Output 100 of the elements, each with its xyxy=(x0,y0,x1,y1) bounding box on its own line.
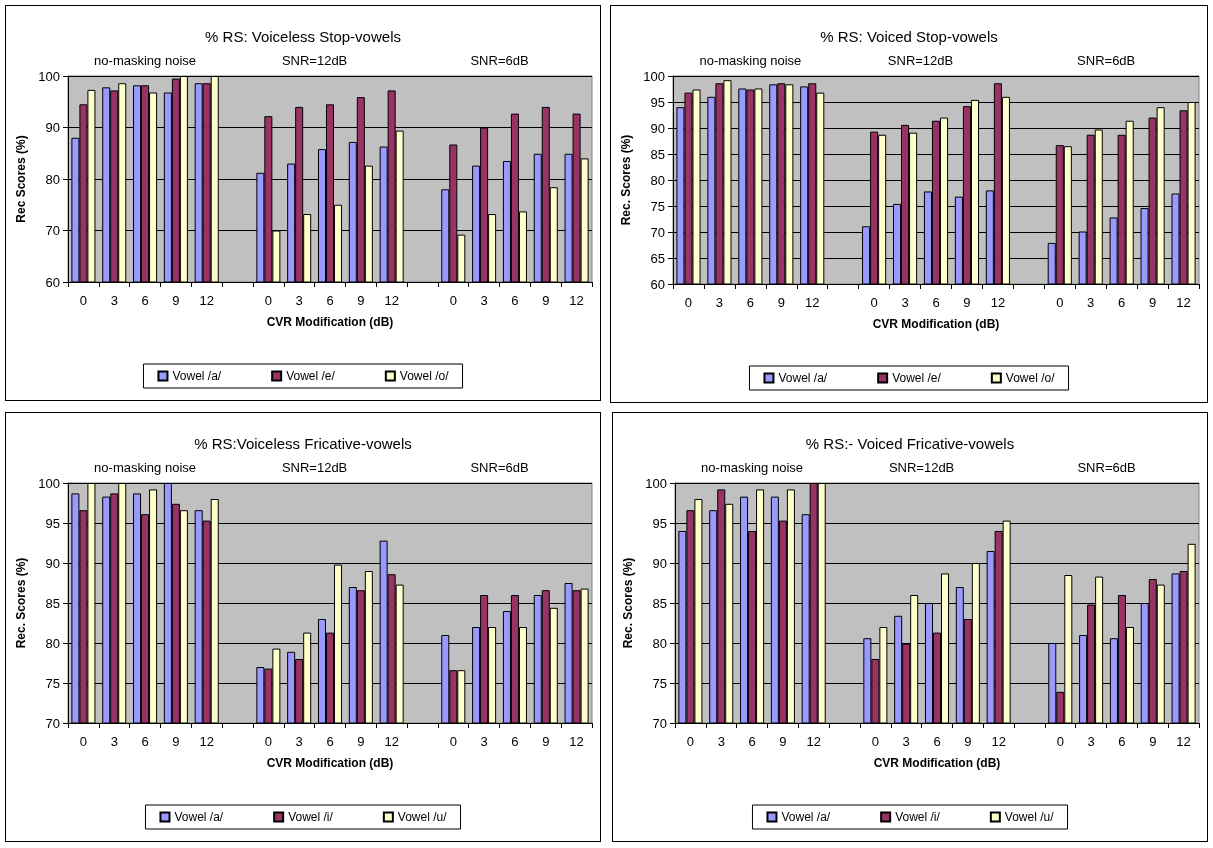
x-tick-label: 3 xyxy=(902,734,910,749)
legend-label: Vowel /a/ xyxy=(174,810,224,824)
x-tick-label: 12 xyxy=(384,293,399,308)
chart-title: % RS: Voiced Stop-vowels xyxy=(820,28,998,45)
chart-title: % RS:- Voiced Fricative-vowels xyxy=(805,435,1015,452)
y-tick-label: 70 xyxy=(650,224,665,240)
text: SNR=12dB xyxy=(281,460,348,475)
x-tick-label: 12 xyxy=(199,734,214,749)
y-tick-label: 100 xyxy=(38,68,60,84)
text: no-masking noise xyxy=(94,460,196,475)
x-tick-label: 12 xyxy=(1176,295,1191,310)
x-tick-label: 9 xyxy=(542,293,550,308)
y-tick-label: 90 xyxy=(45,120,60,135)
text: no-masking noise xyxy=(701,460,803,475)
chart-title: % RS: Voiceless Stop-vowels xyxy=(205,28,401,45)
x-tick-label: 3 xyxy=(901,295,909,310)
x-tick-label: 12 xyxy=(384,734,399,749)
y-tick-label: 65 xyxy=(650,250,665,266)
legend-label: Vowel /e/ xyxy=(892,371,942,385)
legend-label: Vowel /u/ xyxy=(1004,810,1055,824)
x-tick-label: 3 xyxy=(715,295,724,310)
legend-label: Vowel /i/ xyxy=(895,810,941,824)
y-tick-label: 70 xyxy=(652,715,667,731)
x-tick-label: 6 xyxy=(511,293,519,308)
x-tick-label: 0 xyxy=(870,295,878,310)
x-tick-label: 12 xyxy=(569,293,584,308)
x-tick-label: 3 xyxy=(1087,295,1095,310)
x-tick-label: 6 xyxy=(748,734,756,749)
x-tick-label: 0 xyxy=(684,295,693,310)
x-tick-label: 0 xyxy=(686,734,695,749)
legend-label: Vowel /a/ xyxy=(781,810,831,824)
y-tick-label: 75 xyxy=(45,675,60,691)
x-tick-label: 0 xyxy=(79,734,88,749)
y-tick-label: 95 xyxy=(652,515,667,531)
y-tick-label: 80 xyxy=(650,172,665,188)
y-tick-label: 85 xyxy=(650,146,665,162)
x-tick-label: 9 xyxy=(963,295,971,310)
y-tick-label: 90 xyxy=(650,120,665,136)
y-axis-title: Rec Scores (%) xyxy=(14,135,29,223)
y-tick-label: 75 xyxy=(650,198,665,214)
y-axis-title: Rec. Scores (%) xyxy=(621,557,636,649)
x-tick-label: 3 xyxy=(480,293,488,308)
text: no-masking noise xyxy=(699,53,802,68)
y-tick-label: 100 xyxy=(643,68,665,84)
y-axis-title: Rec. Scores (%) xyxy=(14,557,29,649)
x-tick-label: 12 xyxy=(1176,734,1191,749)
x-tick-label: 6 xyxy=(746,295,754,310)
text: SNR=6dB xyxy=(1077,460,1136,475)
x-tick-label: 6 xyxy=(932,295,940,310)
x-tick-label: 9 xyxy=(542,734,550,749)
x-tick-label: 12 xyxy=(806,734,821,749)
y-tick-label: 95 xyxy=(45,515,60,531)
x-tick-label: 9 xyxy=(1149,734,1157,749)
legend-label: Vowel /o/ xyxy=(399,369,450,383)
y-tick-label: 60 xyxy=(45,274,60,290)
x-tick-label: 12 xyxy=(569,734,584,749)
text: no-masking noise xyxy=(94,53,196,68)
y-tick-label: 80 xyxy=(652,635,667,651)
y-axis-title: Rec. Scores (%) xyxy=(619,134,634,226)
x-tick-label: 3 xyxy=(480,734,488,749)
x-tick-label: 6 xyxy=(1118,295,1126,310)
y-tick-label: 85 xyxy=(45,595,60,611)
y-tick-label: 70 xyxy=(45,715,60,731)
x-axis-title: CVR Modification (dB) xyxy=(872,317,1000,331)
chart-title: % RS:Voiceless Fricative-vowels xyxy=(194,435,412,452)
x-tick-label: 0 xyxy=(871,734,879,749)
x-tick-label: 9 xyxy=(777,295,785,310)
x-tick-label: 0 xyxy=(264,293,272,308)
x-tick-label: 6 xyxy=(1118,734,1126,749)
x-tick-label: 6 xyxy=(326,293,334,308)
x-tick-label: 0 xyxy=(264,734,272,749)
x-tick-label: 9 xyxy=(1148,295,1157,310)
legend-label: Vowel /e/ xyxy=(286,369,336,383)
x-tick-label: 0 xyxy=(449,734,457,749)
x-tick-label: 6 xyxy=(511,734,519,749)
x-tick-label: 9 xyxy=(172,734,180,749)
legend-label: Vowel /u/ xyxy=(397,810,448,824)
x-tick-label: 3 xyxy=(717,734,725,749)
x-tick-label: 3 xyxy=(1087,734,1095,749)
y-tick-label: 95 xyxy=(650,94,665,110)
x-tick-label: 12 xyxy=(991,734,1006,749)
y-tick-label: 100 xyxy=(645,475,667,491)
y-tick-label: 70 xyxy=(45,223,60,238)
y-tick-label: 90 xyxy=(45,555,60,571)
x-tick-label: 3 xyxy=(295,734,303,749)
x-tick-label: 0 xyxy=(449,293,457,308)
x-tick-label: 6 xyxy=(141,293,149,308)
x-axis-title: CVR Modification (dB) xyxy=(873,756,1001,770)
x-tick-label: 6 xyxy=(141,734,149,749)
x-tick-label: 0 xyxy=(79,293,88,308)
x-tick-label: 3 xyxy=(295,293,303,308)
x-tick-label: 0 xyxy=(1056,734,1064,749)
y-tick-label: 85 xyxy=(652,595,667,611)
x-tick-label: 3 xyxy=(110,293,118,308)
x-tick-label: 9 xyxy=(357,293,365,308)
legend-label: Vowel /i/ xyxy=(288,810,334,824)
y-tick-label: 60 xyxy=(650,276,665,292)
text: SNR=12dB xyxy=(281,53,348,68)
y-tick-label: 75 xyxy=(652,675,667,691)
text: SNR=6dB xyxy=(470,460,529,475)
